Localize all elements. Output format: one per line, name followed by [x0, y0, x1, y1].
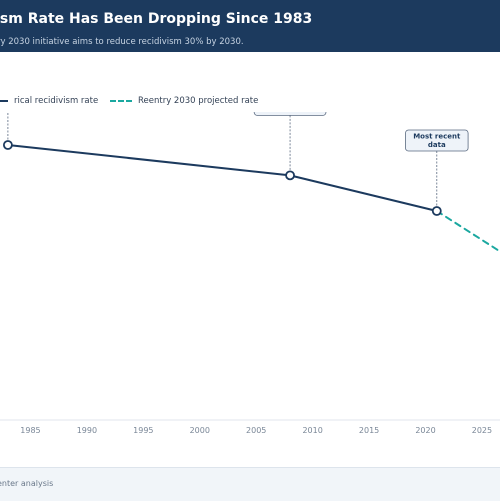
x-tick-label: 2010 [302, 426, 322, 435]
chart-subtitle: ry 2030 initiative aims to reduce recidi… [0, 37, 244, 47]
data-point [285, 170, 295, 181]
data-point [431, 206, 442, 216]
annotation-label: data [428, 141, 446, 149]
x-tick-label: 2000 [190, 426, 210, 435]
x-tick-label: 2005 [246, 426, 266, 435]
x-tick-label: 2020 [415, 426, 435, 435]
x-tick-label: 1985 [20, 426, 40, 435]
legend-item-historical: rical recidivism rate [0, 96, 98, 106]
chart-header: vism Rate Has Been Dropping Since 1983 r… [0, 0, 500, 52]
x-tick-label: 2025 [472, 426, 492, 435]
annotation-box [405, 129, 469, 152]
legend-item-projected: Reentry 2030 projected rate [110, 96, 258, 106]
legend-label-historical: rical recidivism rate [14, 96, 99, 106]
x-tick-label: 2015 [359, 426, 379, 435]
projected-series-line [435, 210, 500, 253]
annotation-label: Act enacted [267, 112, 314, 113]
chart-title: vism Rate Has Been Dropping Since 1983 [0, 11, 313, 27]
historical-series-line [6, 144, 438, 212]
data-point [3, 140, 13, 150]
source-note: enter analysis [0, 479, 54, 488]
legend-swatch-historical [0, 100, 8, 102]
chart-legend: rical recidivism rate Reentry 2030 proje… [0, 96, 500, 112]
legend-swatch-projected [110, 100, 132, 102]
line-chart: 198519901995200020052010201520202025Earl… [0, 112, 500, 435]
legend-label-projected: Reentry 2030 projected rate [138, 96, 259, 106]
annotation-box [253, 112, 327, 116]
x-tick-label: 1995 [133, 426, 153, 435]
x-tick-label: 1990 [77, 426, 97, 435]
chart-footer: enter analysis [0, 467, 500, 501]
annotation-label: Most recent [413, 133, 461, 141]
